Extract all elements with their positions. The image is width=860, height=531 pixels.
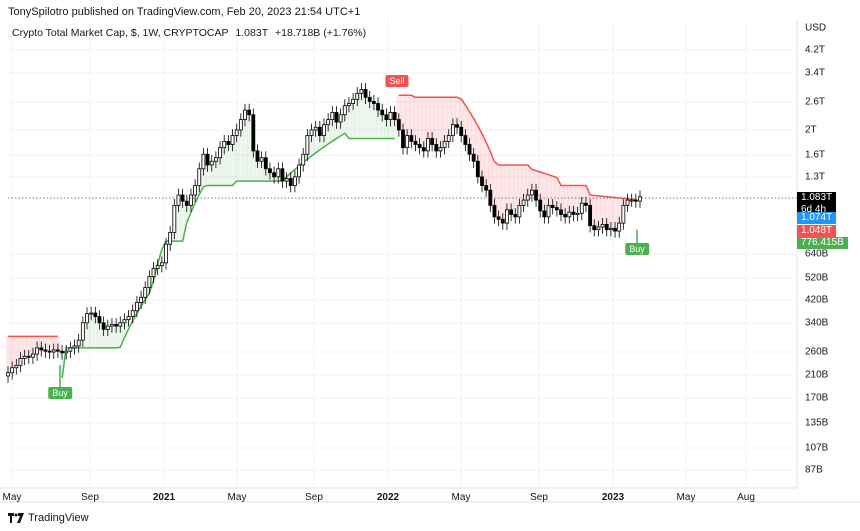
buy-signal-label: Buy xyxy=(625,243,649,255)
buy-signal-label: Buy xyxy=(48,387,72,399)
price-tick: 107B xyxy=(805,442,829,454)
time-tick: Aug xyxy=(737,492,755,503)
time-tick: 2021 xyxy=(152,492,176,503)
price-tick: 2.6T xyxy=(805,96,826,108)
price-tick: 4.2T xyxy=(805,44,826,56)
price-tick: 210B xyxy=(805,369,829,381)
time-tick: May xyxy=(451,492,471,503)
last-price: 1.083T xyxy=(235,27,269,39)
price-tick: 520B xyxy=(805,272,829,284)
time-tick: Sep xyxy=(305,492,323,503)
last-price-value: 1.083T xyxy=(801,192,833,203)
price-tick: 1.3T xyxy=(805,171,826,183)
publisher-line: TonySpilotro published on TradingView.co… xyxy=(8,6,361,18)
price-tick: 3.4T xyxy=(805,67,826,79)
red-price-tag: 1.048T xyxy=(797,225,837,237)
bar-countdown: 6d 4h xyxy=(801,204,827,215)
price-tick: 1.6T xyxy=(805,149,826,161)
blue-price-tag: 1.074T xyxy=(797,212,837,224)
time-tick: May xyxy=(2,492,22,503)
price-tick: 340B xyxy=(805,317,829,329)
chart-legend: Crypto Total Market Cap, $, 1W, CRYPTOCA… xyxy=(12,27,370,39)
symbol-description[interactable]: Crypto Total Market Cap, $, 1W, CRYPTOCA… xyxy=(12,27,229,39)
price-change: +18.718B (+1.76%) xyxy=(275,27,367,39)
time-tick: May xyxy=(227,492,247,503)
time-tick: 2023 xyxy=(601,492,625,503)
price-tick: 135B xyxy=(805,417,829,429)
price-tick: 170B xyxy=(805,392,829,404)
time-tick: Sep xyxy=(81,492,99,503)
tradingview-brand[interactable]: TradingView xyxy=(8,512,89,524)
price-tick: 2T xyxy=(805,124,817,136)
time-tick: May xyxy=(676,492,696,503)
time-tick: Sep xyxy=(530,492,548,503)
sell-signal-label: Sell xyxy=(385,75,409,87)
currency-label: USD xyxy=(805,22,827,34)
price-tick: 420B xyxy=(805,294,829,306)
tradingview-logo-icon xyxy=(8,513,24,523)
price-tick: 640B xyxy=(805,248,829,260)
price-tick: 260B xyxy=(805,346,829,358)
price-tick: 87B xyxy=(805,464,823,476)
time-tick: 2022 xyxy=(376,492,400,503)
brand-name: TradingView xyxy=(28,512,89,524)
green-price-tag: 776.415B xyxy=(797,237,848,249)
